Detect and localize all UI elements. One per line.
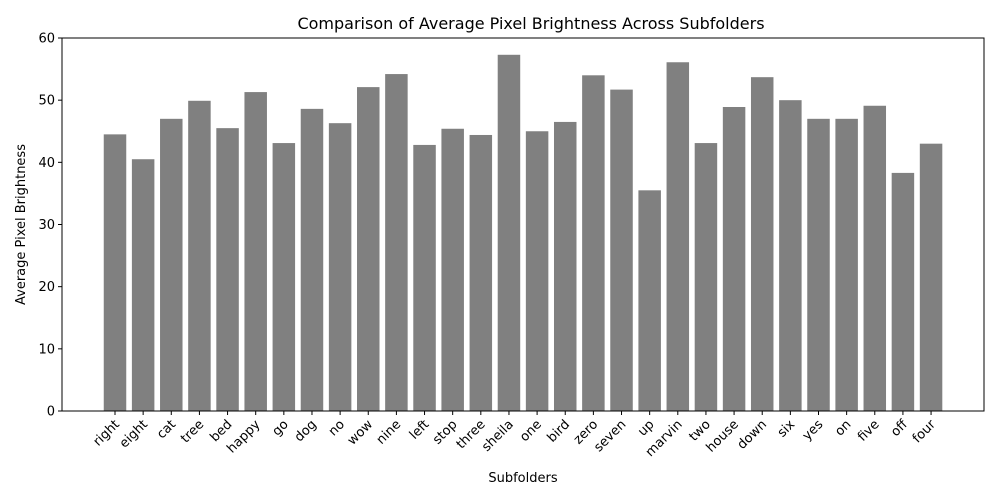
bar-nine: [385, 74, 408, 411]
bar-happy: [244, 92, 267, 411]
x-tick-label: cat: [154, 417, 179, 442]
x-tick-label: no: [326, 417, 348, 439]
x-tick-label: left: [407, 417, 433, 443]
bars: [103, 54, 943, 412]
bar-six: [779, 100, 802, 412]
y-tick-label: 0: [47, 405, 55, 420]
bar-wow: [357, 87, 380, 412]
y-tick-label: 50: [38, 94, 55, 109]
bar-stop: [441, 128, 464, 411]
x-tick-label: six: [775, 417, 799, 441]
bar-right: [103, 134, 127, 412]
bar-down: [750, 77, 774, 412]
bar-bird: [553, 121, 577, 412]
bar-four: [919, 143, 943, 411]
bar-bed: [216, 128, 239, 411]
x-tick-label: off: [888, 416, 911, 439]
x-tick-label: wow: [345, 417, 377, 449]
bar-house: [722, 107, 746, 411]
y-axis: 0 10 20 30 40 50 60: [38, 32, 62, 420]
x-tick-label: right: [91, 417, 123, 449]
bar-go: [272, 143, 296, 411]
x-tick-label: nine: [374, 417, 404, 447]
x-tick-label: one: [517, 417, 545, 445]
x-axis-label: Subfolders: [488, 471, 557, 486]
x-tick-label: yes: [800, 417, 827, 444]
bar-off: [891, 172, 915, 411]
y-axis-label: Average Pixel Brightness: [14, 144, 29, 305]
bar-no: [328, 123, 352, 412]
bar-yes: [807, 118, 830, 411]
bar-left: [413, 144, 436, 411]
bar-up: [638, 190, 661, 411]
x-tick-label: bird: [545, 417, 573, 445]
x-tick-label: up: [635, 417, 657, 439]
y-tick-label: 10: [38, 342, 55, 357]
bar-cat: [160, 118, 183, 411]
bar-sheila: [497, 54, 521, 411]
x-tick-label: go: [270, 417, 292, 439]
bar-three: [469, 134, 493, 412]
y-tick-label: 30: [38, 218, 55, 233]
y-tick-label: 20: [38, 280, 55, 295]
x-tick-label: sheila: [479, 417, 517, 455]
y-tick-label: 40: [38, 156, 55, 171]
x-tick-label: four: [910, 417, 940, 447]
x-tick-label: dog: [292, 417, 320, 445]
plot-frame: [61, 37, 985, 412]
bar-tree: [188, 100, 211, 411]
x-tick-label: tree: [178, 417, 207, 446]
x-tick-label: on: [832, 417, 854, 439]
bar-zero: [582, 75, 605, 412]
bar-marvin: [666, 62, 690, 411]
bar-seven: [610, 89, 633, 411]
bar-one: [525, 131, 549, 411]
x-tick-label: down: [735, 417, 770, 452]
x-tick-label: five: [855, 417, 882, 444]
bar-dog: [300, 108, 324, 412]
bar-five: [863, 105, 887, 411]
bar-eight: [131, 159, 155, 411]
x-tick-label: eight: [117, 417, 151, 451]
bar-two: [694, 143, 718, 411]
y-tick-label: 60: [38, 32, 55, 47]
x-tick-label: house: [704, 417, 742, 455]
chart-title: Comparison of Average Pixel Brightness A…: [297, 14, 764, 33]
bar-on: [835, 118, 858, 411]
x-tick-label: seven: [591, 417, 629, 455]
